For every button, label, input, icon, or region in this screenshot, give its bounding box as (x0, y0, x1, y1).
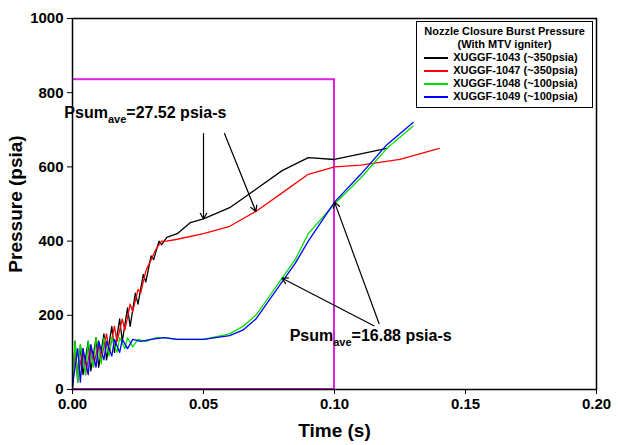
svg-text:Psumave=27.52 psia-s: Psumave=27.52 psia-s (64, 104, 226, 125)
svg-text:Pressure (psia): Pressure (psia) (5, 135, 26, 272)
svg-text:0.20: 0.20 (582, 395, 611, 412)
html-text:(With MTV igniter): (With MTV igniter) (457, 38, 552, 50)
svg-text:Psumave=16.88 psia-s: Psumave=16.88 psia-s (290, 327, 452, 348)
svg-text:200: 200 (38, 306, 63, 323)
html-text:XUGGF-1049 (~100psia): XUGGF-1049 (~100psia) (453, 90, 578, 102)
html-text:XUGGF-1043 (~350psia): XUGGF-1043 (~350psia) (453, 51, 578, 63)
svg-text:0.10: 0.10 (320, 395, 349, 412)
svg-text:0.15: 0.15 (451, 395, 480, 412)
svg-text:0.00: 0.00 (58, 395, 87, 412)
svg-text:0: 0 (55, 380, 63, 397)
svg-text:600: 600 (38, 158, 63, 175)
html-text:XUGGF-1047 (~350psia): XUGGF-1047 (~350psia) (453, 64, 578, 76)
svg-text:0.05: 0.05 (189, 395, 218, 412)
svg-text:800: 800 (38, 84, 63, 101)
html-text:Nozzle Closure Burst Pressure: Nozzle Closure Burst Pressure (424, 25, 585, 37)
svg-text:400: 400 (38, 232, 63, 249)
svg-text:Time (s): Time (s) (298, 420, 371, 441)
svg-text:1000: 1000 (30, 9, 63, 26)
html-text:XUGGF-1048 (~100psia): XUGGF-1048 (~100psia) (453, 77, 578, 89)
